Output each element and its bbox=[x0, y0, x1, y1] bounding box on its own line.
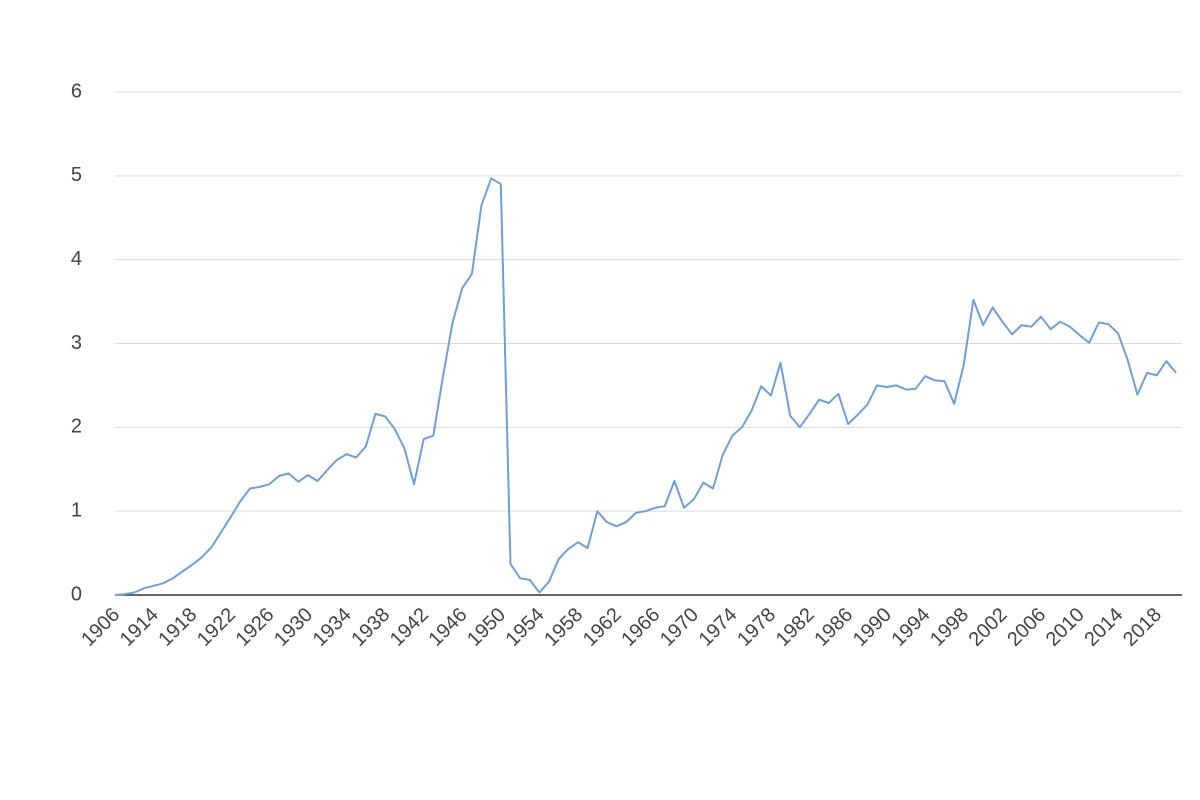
x-tick-label: 1962 bbox=[579, 604, 626, 651]
y-tick-label: 0 bbox=[71, 583, 82, 605]
x-tick-label: 1926 bbox=[232, 604, 279, 651]
x-tick-label: 2014 bbox=[1080, 604, 1127, 651]
y-tick-label: 3 bbox=[71, 332, 82, 354]
x-tick-label: 1922 bbox=[193, 604, 240, 651]
x-tick-label: 1990 bbox=[849, 604, 896, 651]
y-tick-label: 2 bbox=[71, 416, 82, 438]
x-tick-label: 1998 bbox=[926, 604, 973, 651]
y-tick-label: 1 bbox=[71, 499, 82, 521]
x-tick-label: 1954 bbox=[502, 604, 549, 651]
x-tick-label: 1986 bbox=[810, 604, 857, 651]
x-tick-label: 1914 bbox=[116, 604, 163, 651]
line-series bbox=[114, 177, 1177, 596]
x-tick-label: 2002 bbox=[965, 604, 1012, 651]
x-tick-label: 1994 bbox=[887, 604, 934, 651]
x-tick-label: 1958 bbox=[540, 604, 587, 651]
x-tick-label: 1930 bbox=[270, 604, 317, 651]
y-tick-label: 4 bbox=[71, 248, 82, 270]
x-tick-label: 1938 bbox=[347, 604, 394, 651]
x-tick-label: 1918 bbox=[154, 604, 201, 651]
x-tick-label: 1970 bbox=[656, 604, 703, 651]
x-tick-label: 1942 bbox=[386, 604, 433, 651]
x-tick-label: 1906 bbox=[77, 604, 124, 651]
x-tick-label: 2006 bbox=[1003, 604, 1050, 651]
x-tick-label: 1966 bbox=[617, 604, 664, 651]
x-tick-label: 1982 bbox=[772, 604, 819, 651]
x-tick-label: 1978 bbox=[733, 604, 780, 651]
x-tick-label: 2010 bbox=[1042, 604, 1089, 651]
x-tick-label: 1946 bbox=[424, 604, 471, 651]
x-tick-label: 1974 bbox=[695, 604, 742, 651]
x-tick-label: 1934 bbox=[309, 604, 356, 651]
x-tick-label: 2018 bbox=[1119, 604, 1166, 651]
y-tick-label: 6 bbox=[71, 80, 82, 102]
y-tick-label: 5 bbox=[71, 164, 82, 186]
x-tick-label: 1950 bbox=[463, 604, 510, 651]
